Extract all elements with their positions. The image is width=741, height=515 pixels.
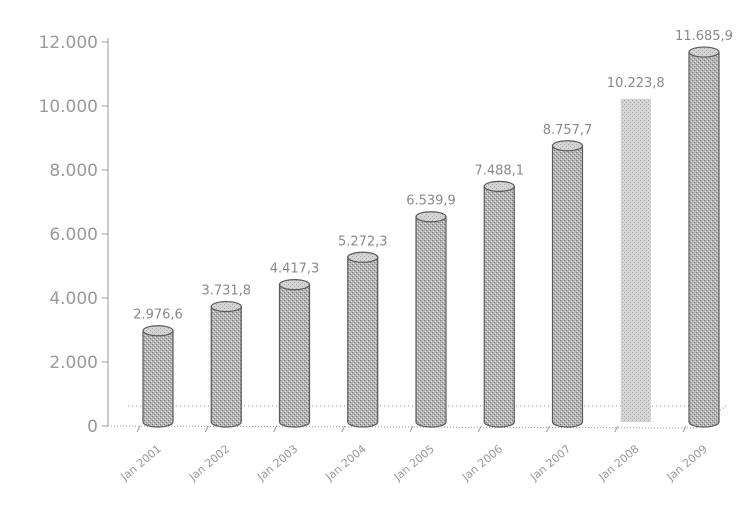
bars bbox=[142, 46, 720, 428]
x-axis-line bbox=[107, 425, 697, 429]
x-tick-label: Jan 2002 bbox=[186, 442, 232, 484]
x-tick-label: Jan 2009 bbox=[664, 442, 710, 484]
data-label: 11.685,9 bbox=[675, 29, 733, 44]
y-tick-label: 6.000 bbox=[49, 225, 98, 245]
data-label: 8.757,7 bbox=[543, 123, 593, 138]
x-tick bbox=[409, 425, 414, 433]
bar bbox=[551, 140, 584, 428]
bar-body bbox=[415, 216, 447, 428]
x-tick-label: Jan 2007 bbox=[527, 442, 573, 484]
y-tick-label: 4.000 bbox=[49, 289, 98, 309]
x-tick-label: Jan 2001 bbox=[118, 442, 164, 484]
x-tick bbox=[546, 425, 550, 433]
bar bbox=[347, 251, 379, 428]
bar bbox=[210, 300, 242, 428]
data-label: 5.272,3 bbox=[338, 234, 388, 249]
bar-top bbox=[415, 211, 447, 223]
x-tick bbox=[204, 425, 209, 433]
bar-body bbox=[483, 185, 515, 428]
bar-body bbox=[210, 305, 242, 428]
bar bbox=[278, 279, 311, 428]
data-label: 4.417,3 bbox=[270, 262, 320, 277]
data-label: 7.488,1 bbox=[474, 163, 524, 178]
bar-body bbox=[551, 145, 584, 428]
bar bbox=[620, 98, 651, 422]
x-tick bbox=[477, 425, 482, 433]
y-tick-label: 0 bbox=[87, 417, 98, 437]
bar-top bbox=[347, 251, 379, 263]
bar-body bbox=[142, 330, 174, 428]
bar-top bbox=[483, 180, 515, 192]
bar-body bbox=[620, 98, 651, 422]
data-label: 2.976,6 bbox=[133, 308, 183, 323]
bar-body bbox=[347, 256, 379, 428]
x-tick-label: Jan 2005 bbox=[391, 442, 437, 484]
y-tick-label: 10.000 bbox=[39, 97, 98, 117]
x-tick-label: Jan 2006 bbox=[459, 442, 505, 484]
data-labels: 2.976,6 3.731,8 4.417,3 5.272,3 6.539,9 7.488… bbox=[133, 29, 733, 323]
x-tick bbox=[614, 425, 619, 433]
x-tick bbox=[341, 425, 346, 433]
x-tick-label: Jan 2003 bbox=[254, 442, 300, 484]
x-tick bbox=[136, 425, 141, 433]
bar-top bbox=[278, 279, 311, 291]
bar bbox=[483, 180, 515, 428]
y-tick-label: 8.000 bbox=[49, 161, 98, 181]
data-label: 3.731,8 bbox=[201, 284, 251, 299]
data-label: 10.223,8 bbox=[607, 76, 665, 91]
y-tick-label: 2.000 bbox=[49, 353, 98, 373]
bar bbox=[142, 325, 174, 428]
bar-top bbox=[210, 300, 242, 313]
x-tick bbox=[682, 425, 687, 433]
bar-top bbox=[142, 325, 174, 337]
x-tick bbox=[273, 425, 277, 433]
bar-body bbox=[278, 284, 311, 428]
axes: 0 2.000 4.000 6.000 8.000 10.000 12.000 bbox=[39, 33, 727, 437]
bar bbox=[415, 211, 447, 428]
bar-top bbox=[551, 140, 584, 152]
category-labels: Jan 2001 Jan 2002 Jan 2003 Jan 2004 Jan 2005… bbox=[118, 442, 710, 484]
x-tick-label: Jan 2004 bbox=[322, 442, 368, 484]
y-tick-label: 12.000 bbox=[39, 33, 98, 53]
x-tick-label: Jan 2008 bbox=[595, 442, 641, 484]
bar bbox=[688, 46, 720, 428]
data-label: 6.539,9 bbox=[406, 194, 456, 209]
bar-body bbox=[688, 51, 720, 428]
bar-top bbox=[688, 46, 720, 58]
